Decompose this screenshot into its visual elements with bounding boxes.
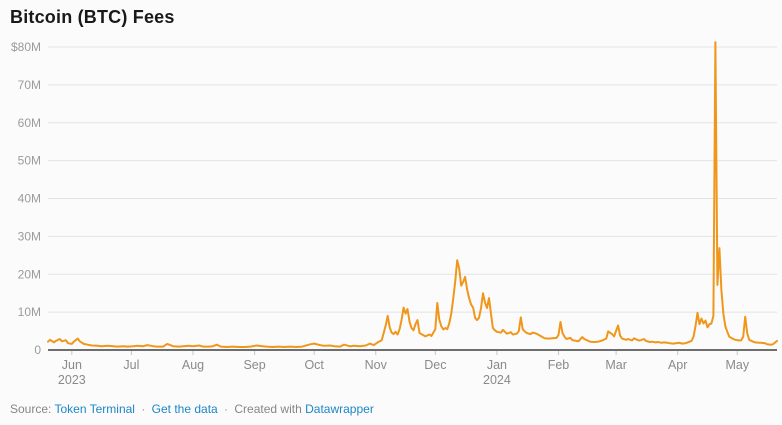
y-axis-label: 20M [18,267,41,281]
x-axis-label: Mar [605,358,627,372]
chart-area: $80M 70M 60M 50M 40M 30M 20M 10M 0 Jun 2023 Jul Aug S… [11,40,778,387]
y-axis-label: $80M [11,40,41,54]
x-axis-label: May [725,358,749,372]
separator-dot: · [224,402,229,416]
x-axis-label: Jan [487,358,507,372]
x-axis-label: Apr [668,358,687,372]
x-axis-label: Oct [304,358,324,372]
created-with-label: Created with [234,402,302,416]
x-axis-label: Dec [424,358,446,372]
footer-attribution: Source: Token Terminal · Get the data · … [10,402,374,416]
x-axis-label: Feb [548,358,570,372]
datawrapper-link[interactable]: Datawrapper [305,402,374,416]
x-axis-label: Sep [243,358,265,372]
fees-line-series[interactable] [47,41,778,348]
x-axis-label: Jul [123,358,139,372]
source-label: Source: [10,402,52,416]
y-axis-label: 50M [18,154,41,168]
y-axis-label: 60M [18,116,41,130]
y-axis-label: 10M [18,305,41,319]
y-axis-label: 70M [18,78,41,92]
y-axis-label: 40M [18,192,41,206]
x-axis-year-label: 2023 [58,373,86,387]
x-axis-label: Nov [365,358,388,372]
source-link[interactable]: Token Terminal [54,402,135,416]
x-axis-label: Jun [62,358,82,372]
x-axis-year-label: 2024 [483,373,511,387]
page-title: Bitcoin (BTC) Fees [10,7,175,27]
x-axis-label: Aug [182,358,204,372]
get-the-data-link[interactable]: Get the data [151,402,218,416]
y-axis-label: 30M [18,229,41,243]
separator-dot: · [141,402,146,416]
y-axis-label: 0 [34,343,41,357]
